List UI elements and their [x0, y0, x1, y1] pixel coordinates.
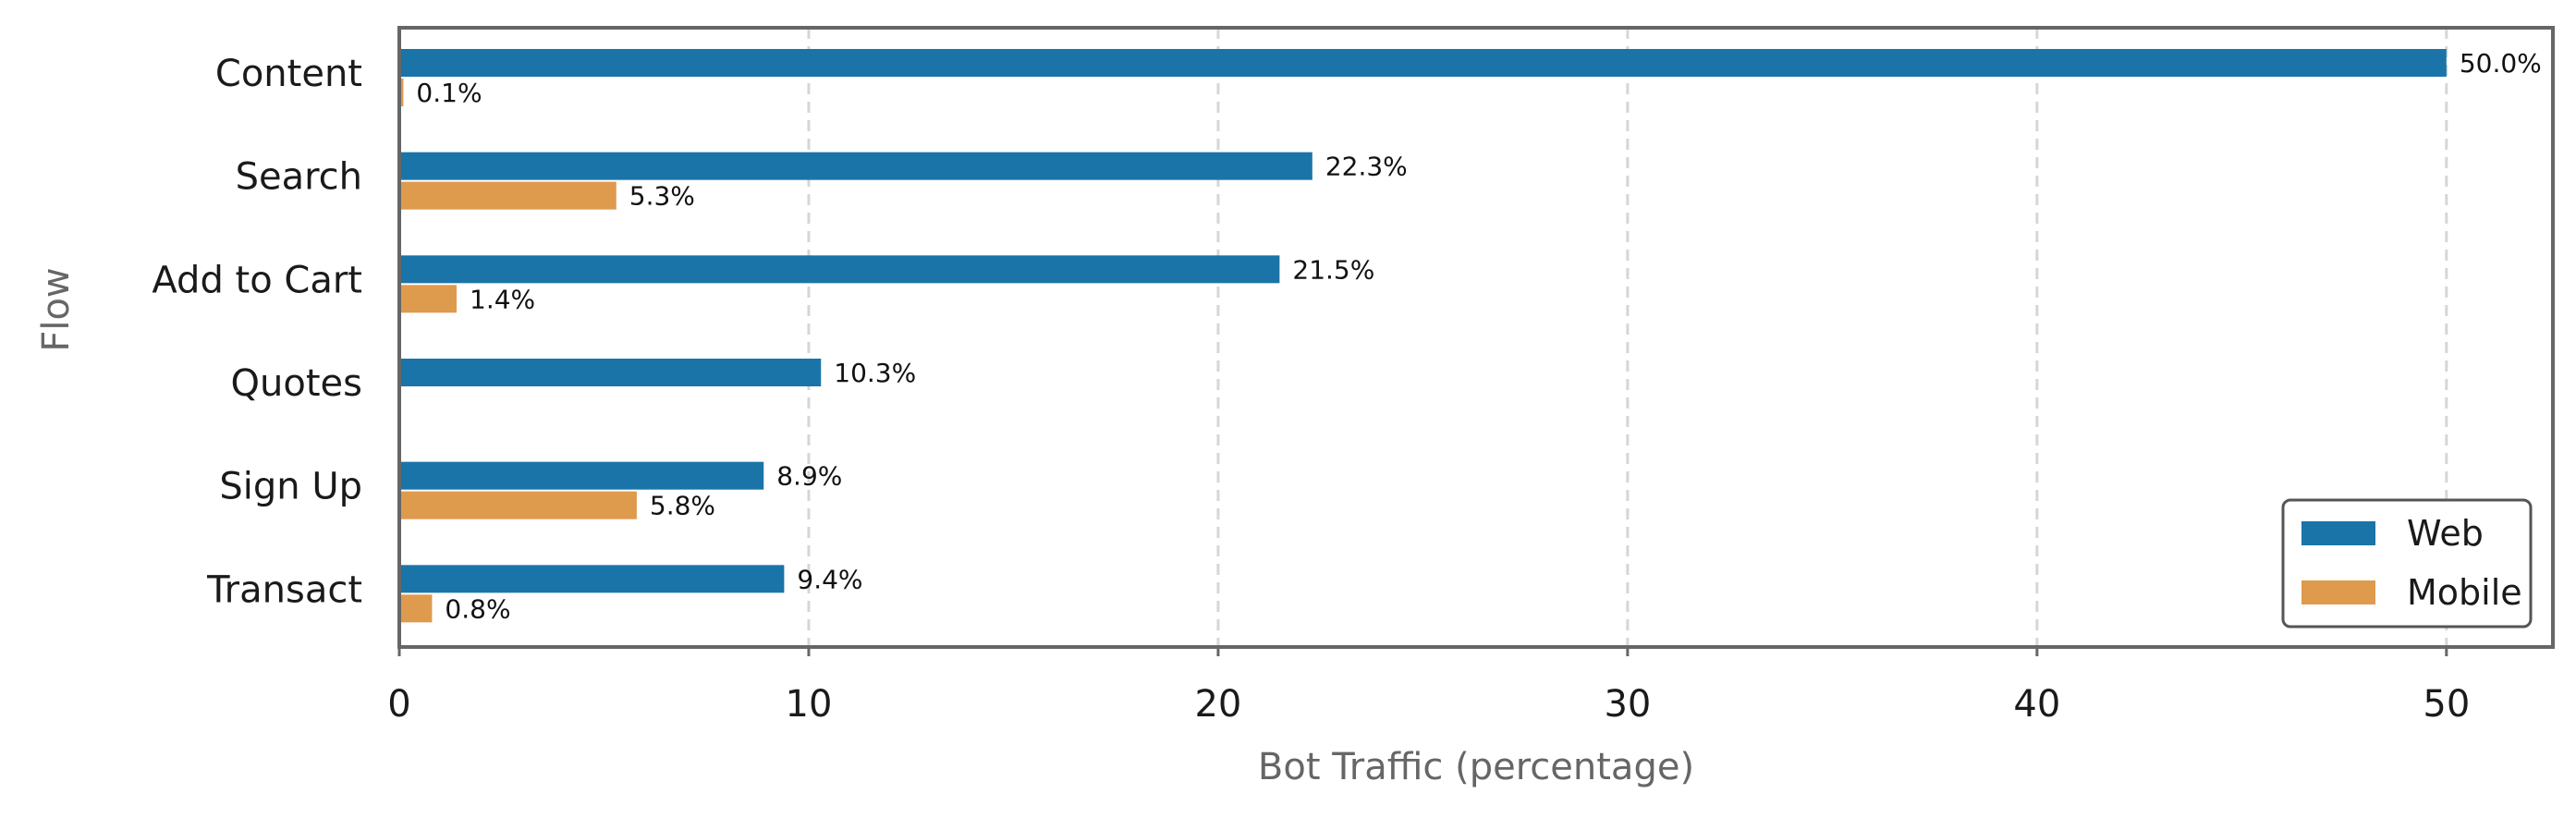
x-tick-labels: 0 10 20 30 40 50	[387, 647, 2470, 726]
bar-mobile	[399, 491, 637, 519]
x-tick-label: 30	[1604, 683, 1651, 726]
x-axis-title: Bot Traffic (percentage)	[1258, 746, 1694, 788]
y-axis-title: Flow	[35, 267, 78, 351]
x-tick-label: 50	[2423, 683, 2470, 726]
legend: Web Mobile	[2281, 498, 2533, 629]
x-gridlines	[807, 28, 2448, 647]
data-label-mobile: 5.8%	[650, 491, 715, 521]
data-label-mobile: 1.4%	[470, 284, 535, 314]
y-tick-label: Search	[236, 156, 362, 199]
y-tick-label: Content	[215, 53, 362, 95]
data-label-mobile: 5.3%	[629, 181, 695, 212]
bar-web	[399, 565, 785, 593]
data-label-web: 8.9%	[776, 461, 842, 492]
legend-swatch-web	[2301, 521, 2375, 545]
y-tick-label: Quotes	[231, 362, 362, 405]
bar-web	[399, 152, 1312, 180]
x-tick-label: 40	[2013, 683, 2060, 726]
plot-frame	[397, 26, 2555, 649]
bar-mobile	[399, 594, 433, 623]
bar-web	[399, 461, 764, 490]
data-label-web: 9.4%	[797, 564, 862, 594]
bar-web	[399, 49, 2447, 77]
x-tick-label: 20	[1194, 683, 1241, 726]
data-label-mobile: 0.1%	[416, 78, 482, 108]
bar-web	[399, 359, 822, 386]
data-label-web: 10.3%	[834, 358, 916, 388]
bar-mobile	[399, 181, 617, 210]
data-label-web: 50.0%	[2460, 48, 2542, 79]
bars	[399, 49, 2447, 623]
y-tick-labels: Content Search Add to Cart Quotes Sign Up Tra…	[152, 53, 362, 611]
legend-label-web: Web	[2407, 513, 2484, 554]
y-tick-label: Add to Cart	[152, 259, 362, 301]
x-tick-label: 10	[786, 683, 833, 726]
bar-mobile	[399, 285, 458, 313]
data-labels: 50.0% 22.3% 21.5% 10.3% 8.9% 9.4% 0.1% 5.3% 1.4%…	[416, 48, 2541, 624]
x-tick-label: 0	[387, 683, 410, 726]
y-tick-label: Transact	[206, 568, 362, 611]
legend-swatch-mobile	[2301, 580, 2375, 604]
bar-web	[399, 255, 1280, 284]
data-label-web: 22.3%	[1325, 152, 1408, 182]
legend-label-mobile: Mobile	[2407, 572, 2522, 613]
y-tick-label: Sign Up	[219, 466, 362, 508]
data-label-mobile: 0.8%	[445, 593, 510, 624]
bar-mobile	[399, 79, 404, 106]
data-label-web: 21.5%	[1292, 254, 1374, 285]
